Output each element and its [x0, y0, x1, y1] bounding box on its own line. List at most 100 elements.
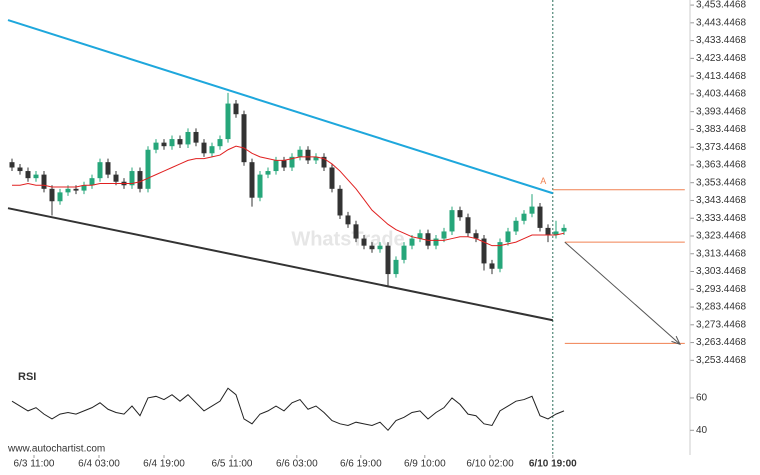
y-tick-label: 3,343.4468 — [696, 195, 746, 206]
candle-body — [233, 103, 239, 115]
x-tick-label: 6/10 02:00 — [466, 459, 514, 470]
candle-body — [329, 167, 335, 189]
trend-line — [7, 19, 554, 195]
candle-body — [209, 146, 215, 154]
candle-body — [33, 174, 39, 179]
y-tick-label: 3,373.4468 — [696, 142, 746, 153]
candle-body — [473, 233, 479, 239]
candle-body — [385, 245, 391, 275]
candle-body — [441, 231, 447, 239]
candle-body — [281, 160, 287, 168]
y-tick-label: 3,363.4468 — [696, 160, 746, 171]
y-tick-label: 3,443.4468 — [696, 17, 746, 28]
candle-body — [465, 217, 471, 234]
y-tick-label: 3,393.4468 — [696, 106, 746, 117]
candle-body — [169, 139, 175, 147]
y-tick-label: 3,283.4468 — [696, 302, 746, 313]
y-tick-label: 3,273.4468 — [696, 319, 746, 330]
y-tick-label: 3,333.4468 — [696, 213, 746, 224]
candle-body — [177, 139, 183, 145]
candle-body — [153, 142, 159, 150]
candle-body — [497, 242, 503, 269]
candle-body — [137, 171, 143, 189]
y-tick-label: 3,313.4468 — [696, 248, 746, 259]
candle-body — [489, 263, 495, 269]
y-tick-label: 3,253.4468 — [696, 355, 746, 366]
candle-body — [145, 149, 151, 189]
candle-body — [113, 174, 119, 182]
candle-body — [9, 162, 15, 168]
candle-body — [201, 142, 207, 154]
candle-body — [425, 233, 431, 246]
candle-body — [337, 188, 343, 216]
candle-body — [505, 231, 511, 243]
source: www.autochartist.com — [7, 444, 105, 455]
candle-body — [521, 213, 527, 221]
pattern-marker: A — [540, 176, 546, 186]
candle-body — [41, 174, 47, 189]
candle-body — [193, 131, 199, 143]
y-tick-label: 3,433.4468 — [696, 35, 746, 46]
candle-body — [241, 114, 247, 163]
rsi-tick-label: 40 — [696, 425, 708, 436]
candle-body — [297, 149, 303, 157]
candle-body — [89, 178, 95, 186]
candle-body — [81, 185, 87, 191]
candle-body — [345, 215, 351, 225]
candle-body — [185, 131, 191, 145]
candle-body — [321, 156, 327, 168]
trend-line — [7, 207, 554, 322]
y-tick-label: 3,383.4468 — [696, 124, 746, 135]
rsi-tick-label: 60 — [696, 393, 708, 404]
x-tick-label: 6/3 11:00 — [14, 459, 55, 470]
candle-body — [545, 227, 551, 236]
candle-body — [249, 162, 255, 198]
watermark: WhatsTrade — [291, 228, 404, 250]
candle-body — [369, 245, 375, 250]
candle-body — [449, 210, 455, 232]
x-tick-label: 6/5 11:00 — [212, 459, 253, 470]
rsi-title: RSI — [18, 371, 36, 383]
candle-body — [289, 156, 295, 168]
candle-body — [17, 167, 23, 172]
projection-arrow — [564, 241, 681, 345]
x-tick-label: 6/4 03:00 — [78, 459, 120, 470]
y-tick-label: 3,263.4468 — [696, 337, 746, 348]
candle-body — [65, 188, 71, 193]
candle-body — [273, 160, 279, 172]
candle-body — [553, 231, 559, 236]
y-tick-label: 3,403.4468 — [696, 89, 746, 100]
candle-body — [57, 192, 63, 202]
x-tick-label: 6/4 19:00 — [143, 459, 185, 470]
candle-body — [217, 139, 223, 147]
candle-body — [393, 259, 399, 275]
y-tick-label: 3,293.4468 — [696, 284, 746, 295]
x-tick-label: 6/10 19:00 — [529, 459, 577, 470]
x-tick-label: 6/6 19:00 — [340, 459, 382, 470]
candle-body — [513, 220, 519, 232]
y-tick-label: 3,353.4468 — [696, 177, 746, 188]
candle-body — [313, 156, 319, 161]
candle-body — [305, 149, 311, 161]
x-tick-label: 6/9 10:00 — [404, 459, 446, 470]
candle-body — [265, 171, 271, 175]
candle-body — [353, 224, 359, 239]
rsi-line — [11, 387, 565, 432]
moving-average — [12, 145, 565, 247]
y-tick-label: 3,453.4468 — [696, 0, 746, 11]
arrow-head — [671, 335, 681, 346]
candle-body — [97, 162, 103, 179]
candle-body — [105, 162, 111, 175]
candle-body — [49, 188, 55, 202]
y-tick-label: 3,323.4468 — [696, 231, 746, 242]
candle-body — [561, 227, 567, 232]
candle-body — [377, 245, 383, 250]
candle-body — [161, 142, 167, 147]
candle-body — [401, 245, 407, 260]
candle-body — [129, 171, 135, 186]
candle-body — [537, 206, 543, 228]
candle-body — [481, 238, 487, 264]
candle-body — [73, 188, 79, 191]
x-tick-label: 6/6 03:00 — [276, 459, 318, 470]
